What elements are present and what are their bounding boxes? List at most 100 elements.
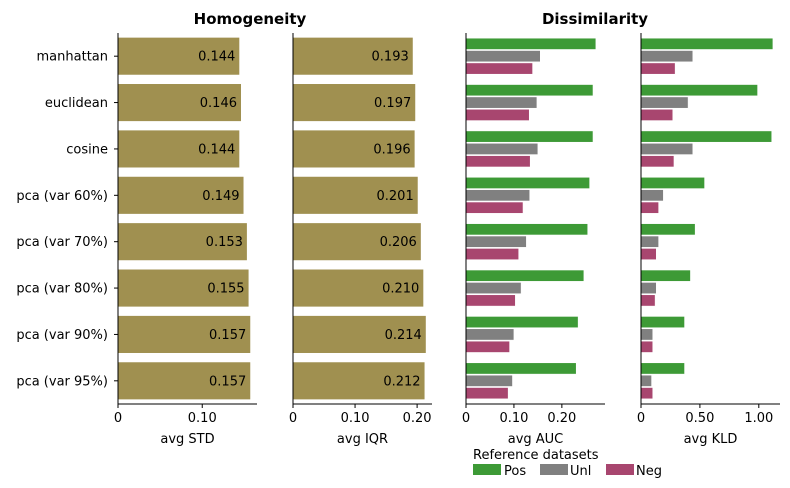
bar-pca-var-95-unl: [640, 374, 652, 387]
bar-pca-var-95-unl: [465, 374, 513, 387]
panel-avg-std: 0.144 0.146 0.144 0.149 0.153 0.155 0.157 0.157…: [114, 33, 257, 447]
bar-cosine-neg: [640, 155, 675, 168]
data-label-manhattan: 0.144: [198, 50, 235, 65]
bar-euclidean-unl: [465, 96, 538, 109]
bar-manhattan-pos: [465, 37, 597, 50]
y-tick-label-pca-var-90: pca (var 90%): [16, 328, 108, 343]
bar-pca-var-80-unl: [465, 282, 522, 295]
bar-manhattan: [118, 37, 240, 75]
bar-pca-var-95-neg: [640, 387, 654, 400]
data-label-pca-var-60: 0.149: [202, 189, 239, 204]
panel-avg-auc: 0 0.10 0.20 avg AUC: [462, 33, 605, 447]
y-tick-label-euclidean: euclidean: [45, 96, 108, 111]
bar-manhattan-pos: [640, 37, 774, 50]
bar-pca-var-70: [118, 223, 247, 261]
bar-pca-var-60-unl: [465, 189, 531, 202]
x-tick-label-0-50: 0.50: [685, 411, 714, 426]
legend-swatch-pos: [473, 464, 501, 475]
bar-pca-var-70-pos: [465, 223, 589, 236]
bar-pca-var-95-pos: [465, 362, 577, 375]
bar-manhattan-unl: [640, 50, 694, 63]
bar-euclidean: [293, 84, 416, 122]
x-tick-label-1-00: 1.00: [744, 411, 773, 426]
x-tick-label-0-10: 0.10: [499, 411, 528, 426]
bar-pca-var-70-neg: [640, 248, 657, 261]
x-axis-label: avg AUC: [508, 432, 564, 447]
panel-avg-iqr: 0.193 0.197 0.196 0.201 0.206 0.210 0.214 0.212…: [289, 33, 432, 447]
legend-swatch-neg: [606, 464, 634, 475]
bar-pca-var-70-unl: [465, 235, 527, 248]
bar-manhattan-unl: [465, 50, 541, 63]
data-label-manhattan: 0.193: [372, 50, 409, 65]
y-tick-label-manhattan: manhattan: [37, 50, 108, 65]
bar-cosine-neg: [465, 155, 531, 168]
bar-manhattan: [293, 37, 413, 75]
bar-pca-var-80: [118, 269, 249, 307]
bar-pca-var-80-pos: [465, 269, 585, 282]
y-tick-label-pca-var-80: pca (var 80%): [16, 282, 108, 297]
x-tick-label-0-20: 0.20: [547, 411, 576, 426]
data-label-pca-var-90: 0.157: [209, 328, 246, 343]
legend-label-pos: Pos: [504, 464, 526, 479]
bar-pca-var-60: [293, 176, 418, 214]
panel-avg-kld: 0 0.50 1.00 avg KLD: [637, 33, 780, 447]
x-tick-label-0-10: 0.10: [341, 411, 370, 426]
data-label-pca-var-70: 0.206: [380, 235, 417, 250]
data-label-pca-var-95: 0.212: [383, 374, 420, 389]
bar-pca-var-95: [118, 362, 251, 400]
data-label-euclidean: 0.146: [200, 96, 237, 111]
bar-cosine-unl: [465, 142, 539, 155]
bar-pca-var-70-unl: [640, 235, 659, 248]
bar-pca-var-95-neg: [465, 387, 509, 400]
bar-euclidean-pos: [640, 84, 758, 97]
y-tick-label-pca-var-60: pca (var 60%): [16, 189, 108, 204]
bar-pca-var-80-neg: [465, 294, 516, 307]
bar-euclidean-unl: [640, 96, 689, 109]
x-tick-label-0-20: 0.20: [403, 411, 432, 426]
bar-pca-var-90-pos: [465, 316, 579, 329]
bar-pca-var-80: [293, 269, 424, 307]
bar-euclidean: [118, 84, 241, 122]
suptitle-homogeneity: Homogeneity: [194, 10, 307, 28]
bar-pca-var-90-unl: [465, 328, 515, 341]
x-axis-label: avg STD: [160, 432, 214, 447]
x-tick-label-0: 0: [637, 411, 645, 426]
chart-panels: 0.144 0.146 0.144 0.149 0.153 0.155 0.157 0.157…: [114, 33, 780, 447]
bar-pca-var-60-pos: [640, 176, 705, 189]
data-label-pca-var-60: 0.201: [377, 189, 414, 204]
suptitle-dissimilarity: Dissimilarity: [542, 10, 648, 28]
data-label-cosine: 0.144: [198, 142, 235, 157]
data-label-pca-var-95: 0.157: [209, 374, 246, 389]
x-tick-label-0: 0: [289, 411, 297, 426]
bar-pca-var-60-pos: [465, 176, 590, 189]
x-tick-label-0: 0: [114, 411, 122, 426]
data-label-pca-var-70: 0.153: [206, 235, 243, 250]
bar-pca-var-60: [118, 176, 244, 214]
bar-pca-var-90-neg: [465, 340, 510, 353]
bar-pca-var-60-neg: [465, 201, 524, 214]
bar-pca-var-80-neg: [640, 294, 656, 307]
bar-cosine-pos: [465, 130, 594, 143]
bar-cosine: [293, 130, 415, 168]
bar-manhattan-neg: [640, 62, 676, 75]
bar-pca-var-60-neg: [640, 201, 659, 214]
bar-manhattan-neg: [465, 62, 533, 75]
bar-pca-var-90: [293, 315, 426, 353]
x-tick-label-0-10: 0.10: [188, 411, 217, 426]
bar-pca-var-90-unl: [640, 328, 654, 341]
bar-pca-var-95-pos: [640, 362, 685, 375]
bar-cosine: [118, 130, 240, 168]
bar-euclidean-pos: [465, 84, 594, 97]
legend-label-unl: Unl: [570, 464, 591, 479]
x-tick-label-0: 0: [462, 411, 470, 426]
legend-label-neg: Neg: [636, 464, 662, 479]
legend-title: Reference datasets: [473, 448, 599, 463]
y-tick-label-cosine: cosine: [66, 142, 108, 157]
bar-pca-var-70-pos: [640, 223, 696, 236]
bar-euclidean-neg: [465, 108, 530, 121]
bar-cosine-pos: [640, 130, 773, 143]
bar-pca-var-90-pos: [640, 316, 685, 329]
x-axis-label: avg KLD: [684, 432, 738, 447]
data-label-cosine: 0.196: [373, 142, 410, 157]
